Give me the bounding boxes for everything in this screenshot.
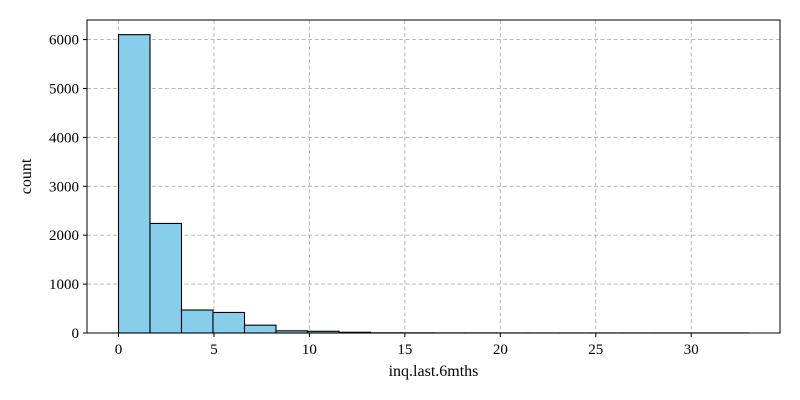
histogram-bar bbox=[180, 309, 214, 334]
y-axis-label: count bbox=[18, 158, 35, 194]
y-tick-label: 4000 bbox=[49, 130, 79, 146]
x-axis-label: inq.last.6mths bbox=[389, 363, 479, 380]
histogram-bar bbox=[117, 34, 151, 334]
x-tick-label: 0 bbox=[115, 342, 123, 358]
y-tick-label: 0 bbox=[72, 326, 80, 342]
y-tick-label: 1000 bbox=[49, 277, 79, 293]
x-tick-label: 25 bbox=[588, 342, 603, 358]
histogram-bar bbox=[212, 311, 246, 334]
histogram-bar bbox=[149, 222, 183, 334]
y-tick-label: 2000 bbox=[49, 228, 79, 244]
x-tick-label: 20 bbox=[493, 342, 508, 358]
x-tick-label: 5 bbox=[210, 342, 218, 358]
y-tick-label: 6000 bbox=[49, 33, 79, 49]
x-tick-label: 15 bbox=[397, 342, 412, 358]
histogram-bar bbox=[243, 324, 277, 334]
grid bbox=[87, 20, 780, 334]
axis-ticks: 0 5 10 15 20 25 30 0 1000 2000 3000 4000 5000 6000 bbox=[49, 33, 699, 358]
y-tick-label: 5000 bbox=[49, 81, 79, 97]
plot-frame bbox=[86, 19, 781, 334]
histogram-bars bbox=[117, 34, 750, 334]
x-tick-label: 30 bbox=[684, 342, 699, 358]
x-tick-label: 10 bbox=[302, 342, 317, 358]
y-tick-label: 3000 bbox=[49, 179, 79, 195]
